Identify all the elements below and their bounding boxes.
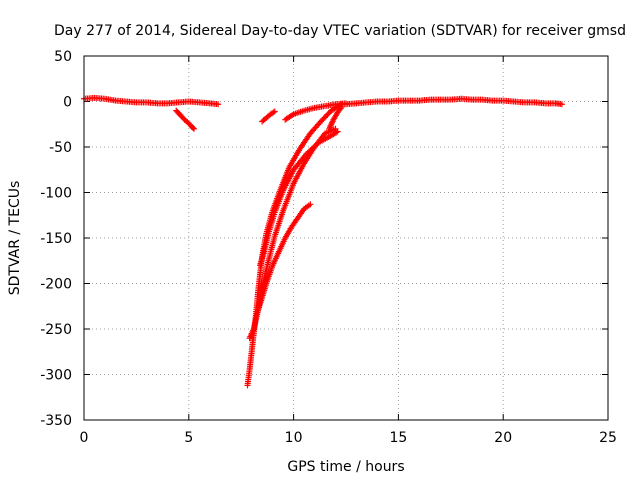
data-point (311, 143, 318, 150)
data-point (321, 114, 328, 121)
data-point (189, 124, 196, 131)
data-point (305, 148, 312, 155)
series-arc-1 (244, 101, 345, 389)
y-tick-label: -350 (40, 413, 72, 429)
y-tick-label: 0 (63, 95, 72, 111)
y-tick-label: -200 (40, 277, 72, 293)
data-point (308, 146, 315, 153)
x-tick-label: 10 (285, 430, 303, 446)
data-point (271, 108, 278, 115)
data-point (324, 111, 331, 118)
data-point (323, 113, 330, 120)
plot-frame (83, 55, 609, 421)
y-tick-label: -100 (40, 186, 72, 202)
data-point (314, 140, 321, 147)
y-tick-label: -250 (40, 322, 72, 338)
data-point (215, 101, 222, 108)
data-point (304, 149, 311, 156)
y-axis-label: SDTVAR / TECUs (7, 181, 23, 296)
series-arc-4 (257, 128, 341, 269)
data-point (307, 201, 314, 208)
data-point (307, 147, 314, 154)
x-tick-label: 5 (184, 430, 193, 446)
data-point (310, 144, 317, 151)
data-point (325, 110, 332, 117)
data-point (338, 103, 345, 110)
series-arc-short (259, 108, 278, 125)
data-point (191, 125, 198, 132)
series-arc-6 (326, 103, 345, 132)
y-tick-label: -300 (40, 368, 72, 384)
tick-layer: 0 5 10 15 20 25 50 0 -50 -100 -150 -200 -250 -300 -350 (40, 49, 617, 446)
marks-layer (81, 94, 565, 389)
series-flat-1 (81, 94, 222, 108)
data-point (317, 118, 324, 125)
y-tick-label: 50 (54, 49, 72, 65)
chart-title: Day 277 of 2014, Sidereal Day-to-day VTE… (54, 23, 626, 39)
data-point (303, 151, 310, 158)
x-tick-label: 15 (389, 430, 407, 446)
series-arc-3 (254, 201, 314, 314)
data-point (319, 117, 326, 124)
x-axis-label: GPS time / hours (287, 459, 404, 475)
data-point (320, 115, 327, 122)
data-point (289, 112, 296, 119)
data-point (312, 142, 319, 149)
data-point (334, 128, 341, 135)
y-tick-label: -150 (40, 231, 72, 247)
series-arc-5 (282, 100, 349, 123)
grid-layer (84, 56, 608, 420)
y-tick-label: -50 (49, 140, 72, 156)
data-point (333, 129, 340, 136)
data-point (337, 105, 344, 112)
data-point (270, 109, 277, 116)
data-point (558, 101, 565, 108)
series-flat-2 (343, 95, 565, 108)
x-tick-label: 20 (494, 430, 512, 446)
x-tick-label: 0 (80, 430, 89, 446)
series-dip-5 (173, 107, 198, 132)
x-tick-label: 25 (599, 430, 617, 446)
